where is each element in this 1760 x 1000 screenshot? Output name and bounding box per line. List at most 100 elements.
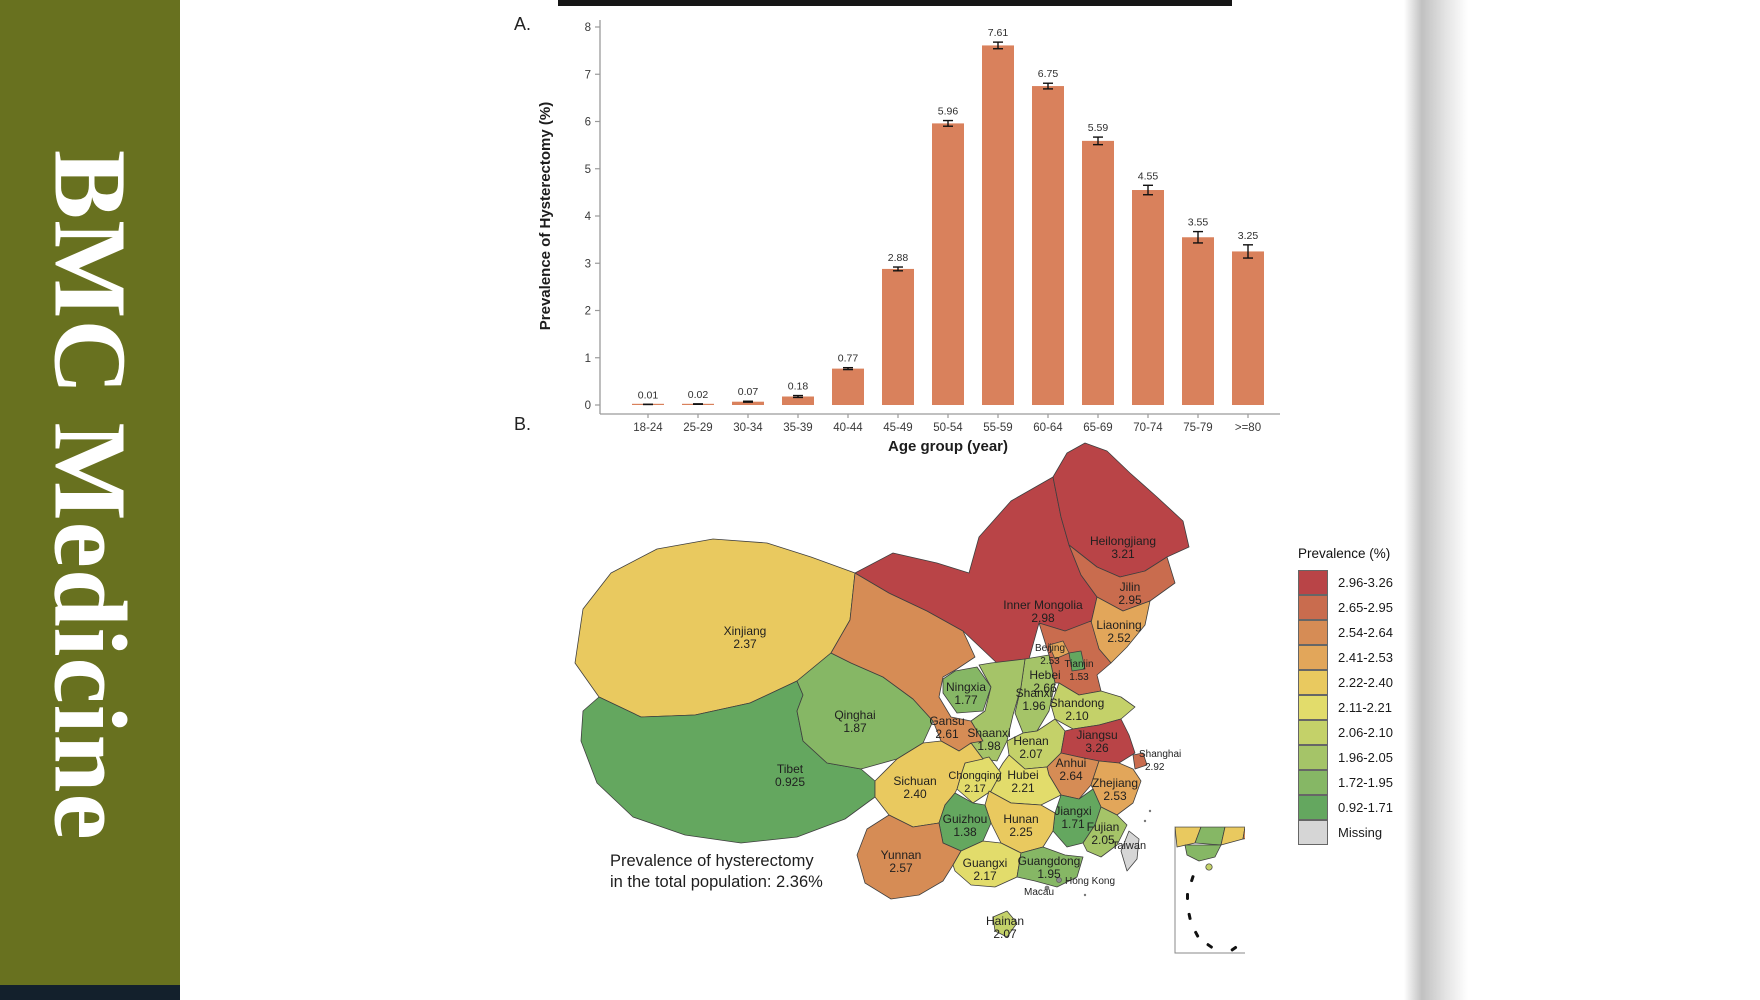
sidebar-bottom-strip xyxy=(0,985,180,1000)
province-taiwan[interactable] xyxy=(1120,830,1140,872)
y-tick-label: 1 xyxy=(585,353,591,365)
x-tick-label: 30-34 xyxy=(733,422,763,434)
province-guangxi[interactable] xyxy=(952,840,1022,888)
label-tibet: Tibet 0.925 xyxy=(775,762,805,789)
province-hainan[interactable] xyxy=(992,910,1018,938)
annotation-line1: Prevalence of hysterectomy xyxy=(610,852,814,870)
y-tick-label: 3 xyxy=(585,258,591,270)
province-ningxia[interactable] xyxy=(942,666,992,714)
province-shapes xyxy=(574,442,1190,938)
legend-range-label: Missing xyxy=(1338,825,1383,840)
x-tick-label: >=80 xyxy=(1235,422,1261,434)
label-beijing: Beijing 2.53 xyxy=(1035,643,1065,667)
y-tick-label: 5 xyxy=(585,164,591,176)
x-tick-label: 25-29 xyxy=(683,422,712,434)
bar-30-34 xyxy=(732,401,764,405)
bar-value-label: 3.55 xyxy=(1188,217,1209,229)
bar-value-label: 0.77 xyxy=(838,353,859,365)
legend-range-label: 2.06-2.10 xyxy=(1338,725,1393,740)
bar-35-39 xyxy=(782,396,814,405)
province-yunnan[interactable] xyxy=(856,814,962,900)
label-gansu: Gansu 2.61 xyxy=(929,714,964,741)
legend-range-label: 2.22-2.40 xyxy=(1338,675,1393,690)
x-tick-label: 70-74 xyxy=(1133,422,1163,434)
bar-value-label: 0.01 xyxy=(638,389,659,401)
legend-swatch xyxy=(1298,794,1328,820)
y-tick-label: 8 xyxy=(585,22,591,34)
label-guangdong: Guangdong 1.95 xyxy=(1018,854,1081,881)
annotation-line2: in the total population: 2.36% xyxy=(610,873,823,891)
legend-item: Missing xyxy=(1298,819,1448,845)
macau-dot[interactable] xyxy=(1044,885,1050,891)
province-fujian[interactable] xyxy=(1082,806,1128,858)
legend-rows: 2.96-3.26 2.65-2.95 2.54-2.64 2.41-2.53 2.22… xyxy=(1298,569,1448,845)
x-tick-label: 50-54 xyxy=(933,422,963,434)
province-guangdong[interactable] xyxy=(1016,846,1084,888)
y-tick-label: 2 xyxy=(585,306,591,318)
y-tick-label: 7 xyxy=(585,69,591,81)
legend-swatch xyxy=(1298,744,1328,770)
legend-swatch xyxy=(1298,619,1328,645)
panel-a-bar-chart: A. 0 1 2 3 4 5 6 7 8 Prevalence of Hysterectomy (%… xyxy=(514,14,1280,455)
legend-item: 2.22-2.40 xyxy=(1298,669,1448,695)
hong-kong-dot[interactable] xyxy=(1056,877,1062,883)
inset-hainan xyxy=(1205,863,1213,871)
inset-region xyxy=(1242,827,1245,840)
bar-value-label: 5.59 xyxy=(1088,122,1109,134)
total-prevalence-annotation: Prevalence of hysterectomy in the total … xyxy=(610,851,823,893)
label-sichuan: Sichuan 2.40 xyxy=(893,774,936,801)
bar-value-label: 0.02 xyxy=(688,389,709,401)
province-tianjin[interactable] xyxy=(1068,650,1086,672)
label-shanxi: Shanxi 1.96 xyxy=(1016,686,1053,713)
legend-item: 2.96-3.26 xyxy=(1298,569,1448,595)
label-hainan: Hainan 2.07 xyxy=(986,914,1024,941)
label-tianjin: Tianjin 1.53 xyxy=(1064,659,1093,683)
label-hunan: Hunan 2.25 xyxy=(1003,812,1038,839)
legend-swatch xyxy=(1298,569,1328,595)
legend-swatch xyxy=(1298,694,1328,720)
x-tick-label: 60-64 xyxy=(1033,422,1063,434)
legend-range-label: 2.11-2.21 xyxy=(1338,700,1392,715)
legend-range-label: 0.92-1.71 xyxy=(1338,800,1393,815)
x-tick-label: 45-49 xyxy=(883,422,912,434)
panel-b-china-map: Heilongjiang 3.21 Inner Mongolia 2.98 Jiangs… xyxy=(574,442,1245,954)
coast-islet-dot xyxy=(1143,819,1147,823)
cropped-text-fragment xyxy=(558,0,1232,6)
journal-sidebar: BMC Medicine xyxy=(0,0,180,1000)
x-axis-title: Age group (year) xyxy=(888,438,1008,455)
province-jilin[interactable] xyxy=(1068,544,1176,612)
label-guangxi: Guangxi 2.17 xyxy=(963,856,1008,883)
legend-range-label: 2.65-2.95 xyxy=(1338,600,1393,615)
label-hebei: Hebei 2.66 xyxy=(1029,668,1060,695)
label-shaanxi: Shaanxi 1.98 xyxy=(967,726,1010,753)
bar-value-label: 6.75 xyxy=(1038,68,1059,80)
legend-item: 2.54-2.64 xyxy=(1298,619,1448,645)
bar-55-59 xyxy=(982,45,1014,406)
bar-40-44 xyxy=(832,368,864,405)
panel-a-label: A. xyxy=(514,14,531,34)
legend-title: Prevalence (%) xyxy=(1298,546,1391,561)
label-macau: Macau xyxy=(1024,887,1054,898)
x-tick-label: 55-59 xyxy=(983,422,1012,434)
label-hubei: Hubei 2.21 xyxy=(1007,768,1038,795)
coast-islet-dot xyxy=(1148,809,1152,813)
journal-title: BMC Medicine xyxy=(32,149,148,841)
label-jiangsu: Jiangsu 3.26 xyxy=(1076,728,1117,755)
bar-75-79 xyxy=(1182,237,1214,405)
bar-value-label: 5.96 xyxy=(938,106,959,118)
legend-range-label: 1.96-2.05 xyxy=(1338,750,1393,765)
label-yunnan: Yunnan 2.57 xyxy=(881,848,922,875)
label-zhejiang: Zhejiang 2.53 xyxy=(1092,776,1138,803)
label-chongqing: Chongqing 2.17 xyxy=(948,770,1001,795)
legend-swatch xyxy=(1298,719,1328,745)
bar->=80 xyxy=(1232,251,1264,405)
map-legend: Prevalence (%) 2.96-3.26 2.65-2.95 2.54-2.… xyxy=(1298,546,1448,845)
x-tick-label: 65-69 xyxy=(1083,422,1112,434)
province-shanghai[interactable] xyxy=(1132,752,1148,770)
legend-swatch xyxy=(1298,769,1328,795)
legend-item: 0.92-1.71 xyxy=(1298,794,1448,820)
legend-range-label: 2.41-2.53 xyxy=(1338,650,1393,665)
label-qinghai: Qinghai 1.87 xyxy=(834,708,875,735)
province-zhejiang[interactable] xyxy=(1090,760,1142,816)
label-ningxia: Ningxia 1.77 xyxy=(946,680,986,707)
